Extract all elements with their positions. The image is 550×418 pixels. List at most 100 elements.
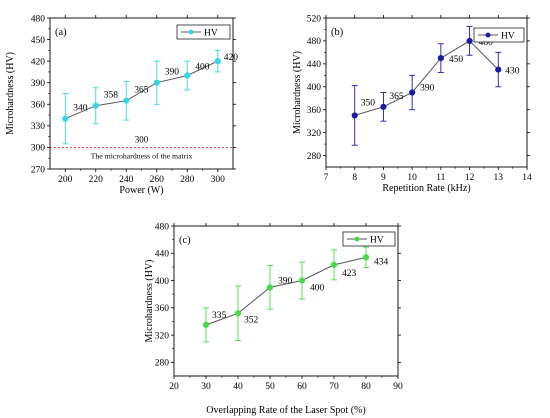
panel-a-y-tick-label: 420 [31,57,46,67]
panel-a-data-point [184,72,191,79]
panel-c-legend-marker [354,236,360,242]
panel-c-y-tick-label: 400 [155,277,170,287]
panel-c-y-axis-title: Microhardness (HV) [144,259,155,342]
panel-b-x-tick-label: 10 [407,173,417,183]
panel-a-y-tick-label: 270 [31,165,46,175]
panel-c-x-tick-label: 20 [169,382,179,392]
panel-c-data-label: 434 [374,257,389,267]
panel-c-data-point [266,284,274,291]
panel-a-x-tick-label: 280 [180,175,195,185]
panel-b-y-tick-label: 480 [307,37,322,47]
panel-a-data-label: 420 [224,53,239,63]
panel-c-data-point [330,261,338,268]
panel-c-data-label: 400 [310,284,325,294]
panel-b-legend-box [473,27,525,43]
panel-c-data-point [234,310,242,317]
panel-b-x-axis-title: Repetition Rate (kHz) [382,183,470,194]
panel-c-data-label: 352 [244,315,259,325]
panel-a-data-label: 340 [73,104,88,114]
panel-a-reference-text: The microhardness of the matrix [91,151,193,160]
panel-c-data-label: 423 [342,269,357,279]
panel-a-x-axis-title: Power (W) [119,185,163,196]
panel-b-x-tick-label: 8 [352,173,357,183]
panel-a-x-tick-label: 240 [119,175,134,185]
panel-a-y-tick-label: 480 [31,14,46,24]
panel-b-x-tick-label: 11 [436,173,445,183]
panel-a-y-tick-label: 450 [31,36,46,46]
panel-a-legend-marker [188,29,194,35]
panel-b-x-tick-label: 14 [522,173,532,183]
panel-c-y-tick-label: 280 [155,359,170,369]
panel-b-y-axis-title: Microhardness (HV) [292,51,303,134]
panel-c-data-point [298,277,306,284]
panel-b-x-tick-label: 9 [381,173,386,183]
panel-a-series-line [65,60,219,120]
panel-a-reference-value: 300 [135,134,149,144]
panel-a-data-label: 390 [165,68,180,78]
panel-b-data-point [466,37,473,45]
panel-c-legend: HV [342,231,396,247]
panel-a-y-tick-label: 390 [31,79,46,89]
panel-c-y-tick-label: 360 [155,304,170,314]
panel-c-y-tick-label: 320 [155,331,170,341]
panel-c-panel-label: (c) [179,235,191,246]
panel-b-data-point [495,66,502,73]
panel-a-panel-label: (a) [55,27,67,38]
panel-c-x-tick-label: 70 [329,382,339,392]
panel-c-x-tick-label: 50 [265,382,275,392]
panel-b: 7 8 9 10 11 12 13 14 280 320 360 400 440 480 520 Repeti… [292,14,532,194]
panel-b-x-tick-label: 13 [494,173,504,183]
panel-c-x-tick-label: 40 [233,382,243,392]
panel-c-x-tick-label: 80 [361,382,371,392]
panel-b-data-point [409,89,416,96]
panel-a-x-tick-label: 220 [89,175,104,185]
panel-b-y-tick-label: 280 [307,152,322,162]
panel-b-data-label: 390 [420,84,435,94]
panel-b-x-tick-label: 7 [324,173,329,183]
panel-a-data-label: 365 [134,86,149,96]
panel-b-y-tick-label: 320 [307,129,322,139]
panel-b-data-point [351,112,358,119]
panel-c-series-line [205,256,367,326]
panel-a-y-tick-label: 330 [31,122,46,132]
panel-a-x-tick-label: 200 [58,175,73,185]
panel-a-y-tick-label: 360 [31,101,46,111]
panel-c-data-point [202,321,210,328]
panel-b-panel-label: (b) [331,27,344,38]
panel-c-data-label: 390 [278,276,293,286]
panel-c-plot-frame [173,225,399,377]
panel-a-legend-label: HV [204,29,218,39]
panel-a-y-tick-label: 300 [31,144,46,154]
panel-c-data-label: 335 [212,311,227,321]
panel-c: 20 30 40 50 60 70 80 90 280 320 360 400 440 480 Overla… [144,222,403,416]
panel-c-y-tick-label: 480 [155,222,170,232]
panel-a-legend-box [176,24,231,40]
panel-a-data-point [62,115,69,122]
panel-b-legend: HV [473,27,525,43]
panel-b-data-label: 430 [505,67,520,77]
panel-c-x-axis-title: Overlapping Rate of the Laser Spot (%) [206,405,365,416]
panel-b-data-label: 350 [361,98,376,108]
panel-b-data-point [437,55,444,62]
panel-b-y-tick-label: 400 [307,83,322,93]
panel-c-x-tick-label: 90 [393,382,403,392]
panel-b-legend-marker [485,32,491,38]
panel-c-legend-label: HV [370,236,384,246]
panel-b-data-label: 450 [449,55,464,65]
panel-a: 200 220 240 260 280 300 270 300 330 360 390 420 450 4… [5,14,238,196]
panel-b-series-line [354,40,499,116]
panel-c-x-tick-label: 30 [201,382,211,392]
panel-c-data-point [362,254,370,261]
panel-a-data-point [153,79,160,86]
panel-b-data-label: 365 [389,92,404,102]
panel-b-y-tick-label: 360 [307,106,322,116]
panel-a-data-label: 358 [104,91,119,101]
panel-b-data-point [380,103,387,110]
panel-c-y-tick-label: 440 [155,250,170,260]
panel-b-y-tick-label: 520 [307,14,322,24]
panel-c-legend-box [342,231,396,247]
panel-a-x-tick-label: 300 [211,175,226,185]
panel-a-data-point [92,102,99,109]
panel-b-legend-label: HV [501,32,515,42]
